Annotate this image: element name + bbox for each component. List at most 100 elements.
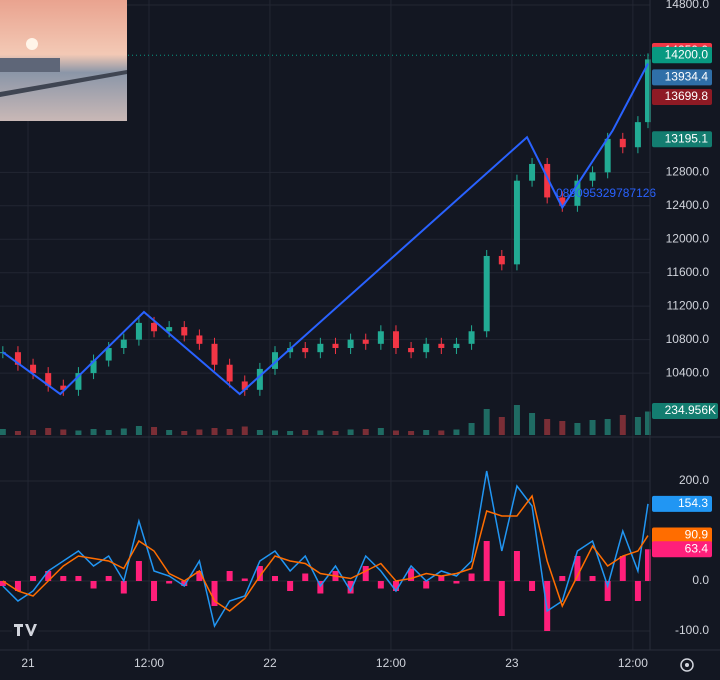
histogram-bar [468, 573, 475, 581]
volume-bar [644, 411, 651, 435]
histogram-bar [166, 581, 173, 584]
histogram-bar [241, 578, 248, 581]
price-label: 13195.1 [665, 131, 709, 145]
y-tick-label: 10400.0 [666, 365, 710, 379]
candle [468, 331, 475, 344]
volume-bar [302, 430, 309, 435]
histogram-bar [362, 566, 369, 581]
volume-bar [45, 428, 52, 435]
candle [302, 348, 309, 353]
volume-bar [135, 426, 142, 435]
volume-bar [498, 417, 505, 435]
candle [644, 59, 651, 123]
candle [619, 138, 626, 148]
x-tick-label: 23 [505, 656, 519, 670]
thumbnail [0, 0, 127, 121]
price-label-box [652, 495, 712, 512]
candle [408, 348, 415, 353]
volume-bar [256, 430, 263, 435]
histogram-bar [287, 581, 294, 591]
candle [362, 339, 369, 344]
price-label: 13699.8 [665, 89, 709, 103]
candle [105, 348, 112, 361]
candle [166, 327, 173, 332]
volume-bar [513, 405, 520, 435]
volume-bar [317, 430, 324, 435]
histogram-bar [498, 581, 505, 616]
volume-bar [544, 419, 551, 435]
candle [332, 343, 339, 348]
histogram-bar [151, 581, 158, 601]
candle [196, 335, 203, 344]
histogram-bar [75, 576, 82, 581]
volume-bar [75, 430, 82, 435]
candle [438, 343, 445, 348]
histogram-bar [604, 581, 611, 601]
candle [45, 373, 52, 386]
histogram-bar [634, 581, 641, 601]
candle [135, 322, 142, 340]
zigzag-line [2, 63, 649, 396]
price-label-box [652, 69, 712, 86]
histogram-bar [574, 556, 581, 581]
histogram-bar [256, 566, 263, 581]
candle [60, 385, 67, 390]
candle [604, 138, 611, 173]
x-tick-label: 12:00 [376, 656, 406, 670]
volume-bar [287, 431, 294, 435]
histogram-bar [438, 576, 445, 581]
y-tick-label: 11200.0 [667, 298, 710, 312]
volume-bar [196, 429, 203, 435]
histogram-bar [644, 549, 651, 581]
x-tick-label: 21 [21, 656, 35, 670]
histogram-bar [529, 581, 536, 591]
settings-icon[interactable] [680, 658, 694, 672]
histogram-bar [302, 573, 309, 581]
price-label: 90.9 [685, 528, 709, 542]
volume-label: 234.956K [665, 403, 716, 417]
volume-bar [30, 430, 37, 435]
y-tick-label: 10800.0 [666, 332, 710, 346]
volume-bar [453, 429, 460, 435]
histogram-bar [453, 581, 460, 584]
volume-label-box [652, 403, 718, 419]
oscillator-line [2, 470, 649, 628]
volume-bar [120, 428, 127, 435]
volume-bar [332, 431, 339, 435]
candle [14, 352, 21, 365]
histogram-bar [30, 576, 37, 581]
histogram-bar [272, 576, 278, 581]
volume-bar [362, 429, 369, 435]
candle [226, 364, 233, 382]
y-tick-label: 11600.0 [667, 265, 710, 279]
histogram-bar [45, 571, 52, 581]
histogram-bar [408, 568, 415, 581]
volume-bar [226, 429, 233, 435]
histogram-bar [14, 581, 21, 591]
volume-bar [529, 413, 536, 435]
volume-bar [105, 430, 112, 435]
candle [151, 322, 158, 332]
volume-bar [241, 426, 248, 435]
histogram-bar [619, 556, 626, 581]
volume-bar [438, 430, 445, 435]
y-tick-label: -100.0 [675, 623, 709, 637]
y-tick-label: 200.0 [679, 473, 709, 487]
histogram-bar [135, 561, 142, 581]
candle [256, 368, 263, 390]
volume-bar [166, 430, 173, 435]
volume-bar [483, 409, 490, 435]
candle [120, 339, 127, 348]
histogram-bar [317, 581, 324, 594]
volume-bar [589, 420, 596, 435]
volume-bar [634, 417, 641, 435]
histogram-bar [559, 576, 566, 581]
candle [241, 381, 248, 390]
candle [90, 360, 97, 374]
histogram-bar [377, 581, 384, 589]
volume-bar [423, 430, 430, 435]
volume-bar [392, 430, 399, 435]
histogram-bar [181, 581, 188, 586]
candle [574, 180, 581, 206]
